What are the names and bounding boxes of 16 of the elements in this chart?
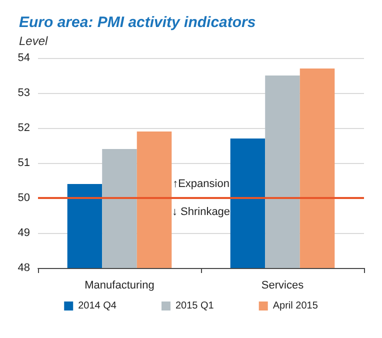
annotation: ↑Expansion bbox=[172, 178, 230, 190]
y-tick-label: 48 bbox=[18, 262, 30, 274]
y-tick-label: 52 bbox=[18, 122, 30, 134]
legend-label: 2014 Q4 bbox=[78, 300, 117, 312]
y-tick-label: 50 bbox=[18, 192, 30, 204]
annotation: ↓ Shrinkage bbox=[172, 206, 230, 218]
y-tick-label: 49 bbox=[18, 227, 30, 239]
y-axis-title: Level bbox=[19, 34, 48, 48]
x-tick-label: Services bbox=[261, 280, 304, 292]
chart-title: Euro area: PMI activity indicators bbox=[19, 14, 256, 31]
y-tick-label: 54 bbox=[18, 52, 30, 64]
x-tick-label: Manufacturing bbox=[84, 280, 154, 292]
legend-label: 2015 Q1 bbox=[175, 300, 214, 312]
y-tick-label: 51 bbox=[18, 157, 30, 169]
y-tick-label: 53 bbox=[18, 87, 30, 99]
legend-label: April 2015 bbox=[272, 300, 318, 312]
